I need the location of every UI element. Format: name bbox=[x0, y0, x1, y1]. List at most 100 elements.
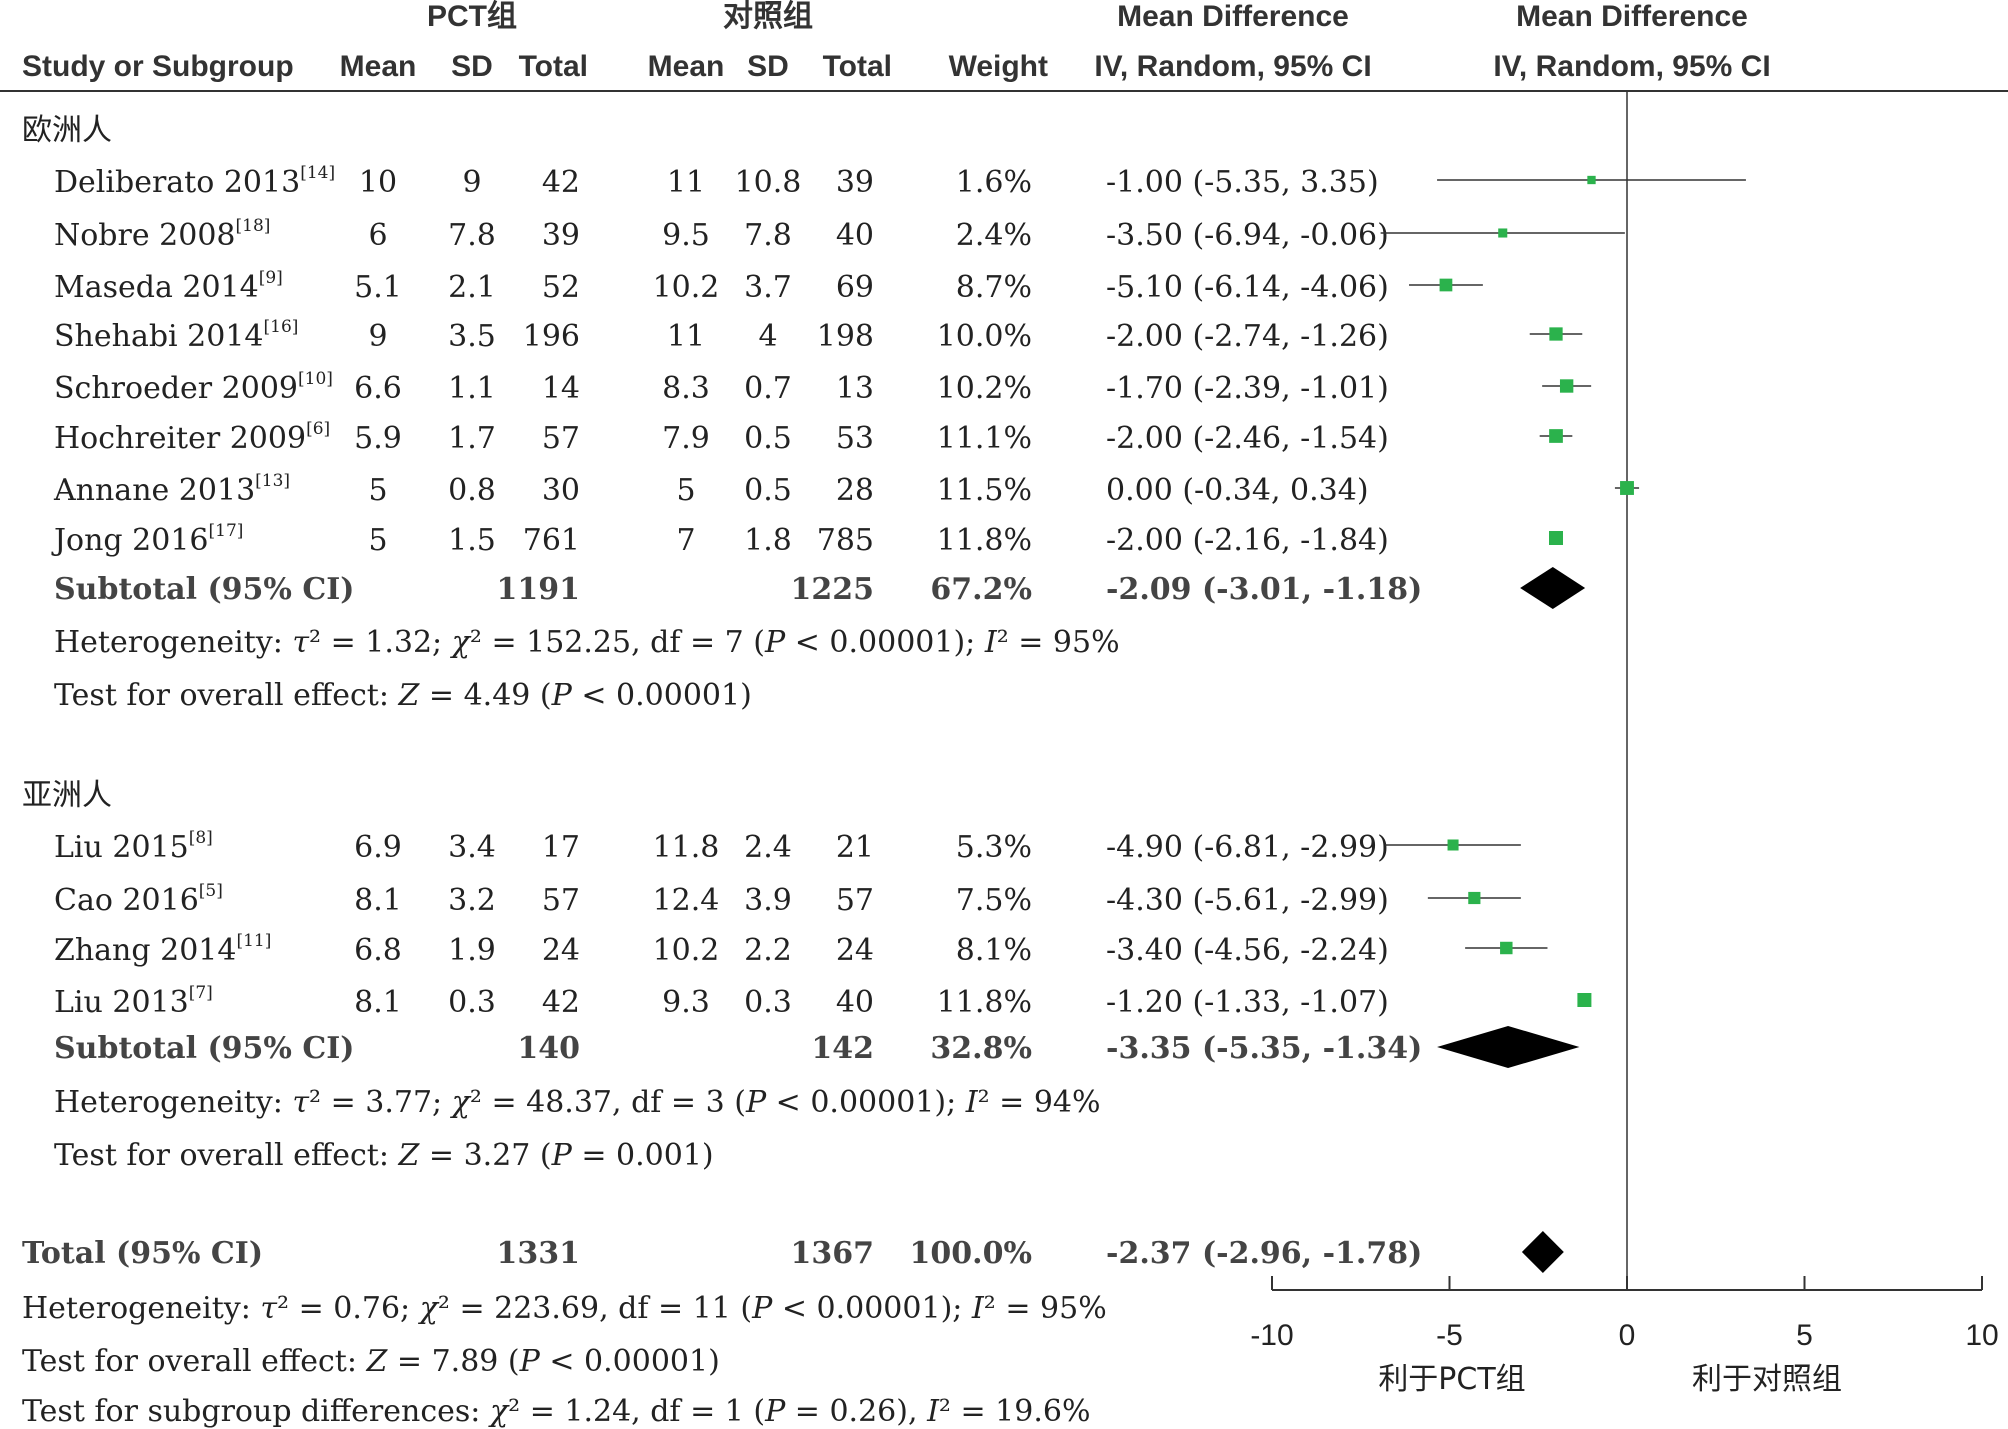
pct-mean: 6.8 bbox=[354, 933, 402, 968]
ctrl-total: 69 bbox=[836, 270, 874, 305]
ctrl-total: 40 bbox=[836, 985, 874, 1020]
study-name: Nobre 2008[18] bbox=[54, 216, 270, 253]
ctrl-mean: 7.9 bbox=[662, 421, 710, 456]
stat-z-val: = 3.27 ( bbox=[419, 1138, 551, 1173]
header-group-pct: PCT组 bbox=[427, 0, 517, 33]
pct-total: 42 bbox=[542, 165, 580, 200]
stat-i: I bbox=[926, 1394, 940, 1429]
study-name: Shehabi 2014[16] bbox=[54, 317, 298, 354]
stat-p: P bbox=[764, 1394, 786, 1429]
tick-label: 5 bbox=[1796, 1319, 1813, 1352]
ctrl-total: 57 bbox=[836, 883, 874, 918]
effect-square bbox=[1549, 531, 1563, 545]
ctrl-mean: 11 bbox=[667, 165, 705, 200]
stat-p-val: < 0.00001); bbox=[772, 1291, 972, 1326]
study-ref: [8] bbox=[189, 828, 213, 848]
stat-tau: τ bbox=[260, 1291, 277, 1326]
pct-sd: 1.1 bbox=[448, 371, 496, 406]
subgroup-differences: Test for subgroup differences: χ² = 1.24… bbox=[22, 1394, 1090, 1429]
total-overall-effect: Test for overall effect: Z = 7.89 (P < 0… bbox=[22, 1344, 720, 1379]
pct-sd: 1.7 bbox=[448, 421, 496, 456]
stat-p-val: < 0.00001); bbox=[766, 1085, 966, 1120]
stat-prefix: Heterogeneity: bbox=[54, 1085, 292, 1120]
study-name: Maseda 2014[9] bbox=[54, 268, 283, 305]
pct-total: 17 bbox=[542, 830, 580, 865]
effect-square bbox=[1447, 839, 1459, 851]
mean-difference-ci: -2.00 (-2.46, -1.54) bbox=[1106, 421, 1389, 456]
study-label: Deliberato 2013 bbox=[54, 165, 300, 200]
header-ctrl-total: Total bbox=[823, 50, 892, 83]
stat-p: P bbox=[764, 625, 786, 660]
pct-sd: 0.3 bbox=[448, 985, 496, 1020]
stat-p-val: < 0.00001) bbox=[572, 678, 752, 713]
favours-right-label: 利于对照组 bbox=[1692, 1362, 1842, 1397]
header-pct-sd: SD bbox=[451, 50, 493, 83]
total-row: Total (95% CI) 1331 1367 100.0% -2.37 (-2.96… bbox=[22, 1236, 1422, 1271]
study-ref: [7] bbox=[189, 983, 213, 1003]
weight: 11.8% bbox=[937, 523, 1032, 558]
pct-sd: 1.5 bbox=[448, 523, 496, 558]
ctrl-sd: 0.3 bbox=[744, 985, 792, 1020]
stat-z: Z bbox=[398, 678, 421, 713]
study-label: Schroeder 2009 bbox=[54, 371, 298, 406]
pct-sd: 3.2 bbox=[448, 883, 496, 918]
study-label: Hochreiter 2009 bbox=[54, 421, 306, 456]
effect-square bbox=[1468, 891, 1481, 905]
effect-square bbox=[1498, 228, 1508, 238]
summary-label: Subtotal (95% CI) bbox=[54, 1031, 354, 1066]
pct-mean: 8.1 bbox=[354, 985, 402, 1020]
subgroup-overall-effect: Test for overall effect: Z = 4.49 (P < 0… bbox=[54, 678, 752, 713]
summary-pct-total: 140 bbox=[517, 1031, 580, 1066]
study-row: Shehabi 2014[16] 9 3.5 196 11 4 198 10.0% -2.00 … bbox=[54, 317, 1389, 354]
plot-area bbox=[1380, 91, 1746, 1290]
weight: 2.4% bbox=[956, 218, 1032, 253]
tick-label: 0 bbox=[1619, 1319, 1636, 1352]
subgroup-label: 欧洲人 bbox=[22, 113, 112, 148]
header-md-title-2: Mean Difference bbox=[1516, 0, 1748, 33]
ctrl-mean: 12.4 bbox=[653, 883, 720, 918]
stat-p: P bbox=[551, 678, 573, 713]
ctrl-total: 28 bbox=[836, 473, 874, 508]
stat-p-val: < 0.00001); bbox=[785, 625, 985, 660]
header-weight: Weight bbox=[949, 50, 1048, 83]
pct-sd: 9 bbox=[462, 165, 481, 200]
stat-chi-val: ² = 152.25, df = 7 ( bbox=[470, 625, 765, 660]
statistics-text: Heterogeneity: τ² = 1.32; χ² = 152.25, d… bbox=[22, 625, 1120, 1429]
summary-ci: -2.09 (-3.01, -1.18) bbox=[1106, 572, 1422, 607]
ctrl-sd: 3.9 bbox=[744, 883, 792, 918]
study-ref: [13] bbox=[255, 471, 290, 491]
subtotal-row: Subtotal (95% CI) 1191 1225 67.2% -2.09 (-3.… bbox=[54, 572, 1422, 607]
study-row: Annane 2013[13] 5 0.8 30 5 0.5 28 11.5% 0.00 (-0… bbox=[53, 471, 1369, 508]
summary-pct-total: 1331 bbox=[497, 1236, 581, 1271]
study-name: Jong 2016[17] bbox=[51, 521, 243, 558]
ctrl-sd: 10.8 bbox=[735, 165, 802, 200]
study-ref: [9] bbox=[259, 268, 283, 288]
mean-difference-ci: -2.00 (-2.74, -1.26) bbox=[1106, 319, 1389, 354]
ctrl-sd: 2.4 bbox=[744, 830, 792, 865]
study-row: Jong 2016[17] 5 1.5 761 7 1.8 785 11.8% -2.00 (-… bbox=[51, 521, 1389, 558]
summary-diamond bbox=[1521, 1231, 1564, 1273]
ctrl-total: 40 bbox=[836, 218, 874, 253]
study-ref: [18] bbox=[236, 216, 271, 236]
study-name: Liu 2015[8] bbox=[54, 828, 213, 865]
summary-ctrl-total: 142 bbox=[811, 1031, 874, 1066]
study-row: Hochreiter 2009[6] 5.9 1.7 57 7.9 0.5 53 11.1% -… bbox=[54, 419, 1389, 456]
study-label: Liu 2015 bbox=[54, 830, 189, 865]
effect-square bbox=[1549, 429, 1563, 443]
study-label: Liu 2013 bbox=[54, 985, 189, 1020]
stat-chi: χ bbox=[450, 625, 472, 660]
ctrl-mean: 9.5 bbox=[662, 218, 710, 253]
pct-total: 57 bbox=[542, 883, 580, 918]
weight: 11.5% bbox=[937, 473, 1032, 508]
study-row: Deliberato 2013[14] 10 9 42 11 10.8 39 1.6% -1.0… bbox=[54, 163, 1379, 200]
pct-total: 14 bbox=[542, 371, 580, 406]
pct-total: 196 bbox=[523, 319, 580, 354]
stat-i: I bbox=[971, 1291, 985, 1326]
ctrl-sd: 0.5 bbox=[744, 421, 792, 456]
study-row: Liu 2013[7] 8.1 0.3 42 9.3 0.3 40 11.8% -1.20 (-… bbox=[54, 983, 1389, 1020]
summary-weight: 32.8% bbox=[930, 1031, 1032, 1066]
stat-prefix: Test for overall effect: bbox=[22, 1344, 367, 1379]
stat-tau-val: ² = 3.77; bbox=[309, 1085, 452, 1120]
